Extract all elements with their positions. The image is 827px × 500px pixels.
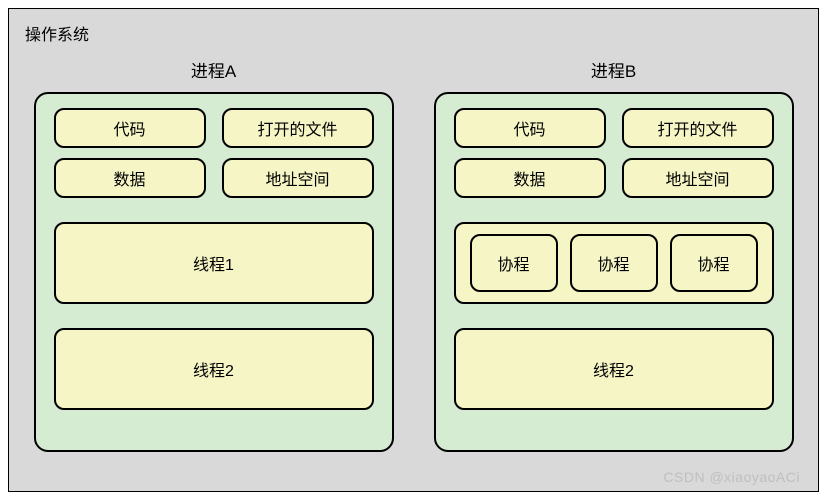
process-b-res-row-1: 代码 打开的文件 bbox=[454, 108, 774, 148]
process-b-res-row-2: 数据 地址空间 bbox=[454, 158, 774, 198]
watermark: CSDN @xiaoyaoACi bbox=[663, 469, 800, 485]
process-a-files: 打开的文件 bbox=[222, 108, 374, 148]
process-b-data: 数据 bbox=[454, 158, 606, 198]
process-b-code: 代码 bbox=[454, 108, 606, 148]
process-b-title: 进程B bbox=[591, 57, 636, 82]
process-a-column: 进程A 代码 打开的文件 数据 地址空间 线程1 线程2 bbox=[34, 57, 394, 452]
process-b-coroutine-3: 协程 bbox=[670, 234, 758, 292]
process-b-coroutine-2: 协程 bbox=[570, 234, 658, 292]
process-a-thread-2: 线程2 bbox=[54, 328, 374, 410]
process-b-addr: 地址空间 bbox=[622, 158, 774, 198]
process-a-code: 代码 bbox=[54, 108, 206, 148]
processes-row: 进程A 代码 打开的文件 数据 地址空间 线程1 线程2 进程B bbox=[25, 57, 802, 452]
process-a-addr: 地址空间 bbox=[222, 158, 374, 198]
process-a-box: 代码 打开的文件 数据 地址空间 线程1 线程2 bbox=[34, 92, 394, 452]
process-a-res-row-1: 代码 打开的文件 bbox=[54, 108, 374, 148]
process-a-res-row-2: 数据 地址空间 bbox=[54, 158, 374, 198]
os-container: 操作系统 进程A 代码 打开的文件 数据 地址空间 线程1 线程2 bbox=[8, 8, 819, 492]
process-b-column: 进程B 代码 打开的文件 数据 地址空间 协程 协程 协程 线程2 bbox=[434, 57, 794, 452]
process-b-thread-2-label: 线程2 bbox=[593, 357, 634, 381]
os-label: 操作系统 bbox=[25, 21, 802, 45]
process-a-thread-1-label: 线程1 bbox=[193, 251, 234, 275]
process-b-thread-2: 线程2 bbox=[454, 328, 774, 410]
process-a-thread-2-label: 线程2 bbox=[193, 357, 234, 381]
process-b-files: 打开的文件 bbox=[622, 108, 774, 148]
process-b-coroutine-1: 协程 bbox=[470, 234, 558, 292]
process-a-thread-1: 线程1 bbox=[54, 222, 374, 304]
process-b-thread-1: 协程 协程 协程 bbox=[454, 222, 774, 304]
process-a-data: 数据 bbox=[54, 158, 206, 198]
process-b-box: 代码 打开的文件 数据 地址空间 协程 协程 协程 线程2 bbox=[434, 92, 794, 452]
process-a-title: 进程A bbox=[191, 57, 236, 82]
